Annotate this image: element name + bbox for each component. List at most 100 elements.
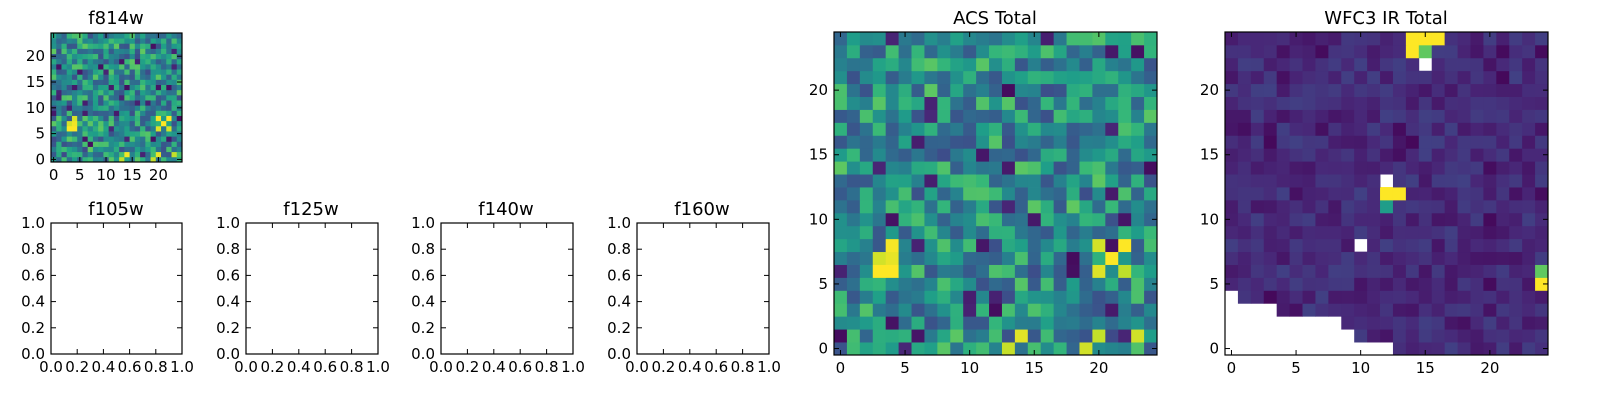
- heatmap-cell: [56, 94, 62, 101]
- heatmap-cell: [834, 212, 848, 227]
- heatmap-cell: [98, 89, 104, 96]
- heatmap-cell: [171, 120, 178, 127]
- heatmap-cell: [1079, 277, 1093, 291]
- heatmap-cell: [1380, 161, 1394, 175]
- heatmap-cell: [1066, 122, 1080, 136]
- heatmap-cell: [1444, 83, 1458, 97]
- heatmap-cell: [1066, 342, 1080, 356]
- heatmap-cell: [1263, 32, 1278, 46]
- heatmap-cell: [1131, 148, 1145, 162]
- heatmap-cell: [61, 33, 68, 39]
- heatmap-cell: [176, 110, 183, 116]
- heatmap-cell: [113, 100, 120, 106]
- heatmap-cell: [1392, 44, 1407, 59]
- heatmap-cell: [911, 70, 925, 85]
- heatmap-cell: [1444, 174, 1458, 188]
- heatmap-cell: [1118, 251, 1132, 265]
- heatmap-cell: [1457, 329, 1471, 343]
- heatmap-cell: [1405, 264, 1420, 278]
- heatmap-cell: [1144, 135, 1158, 149]
- heatmap-cell: [1315, 212, 1329, 227]
- heatmap-cell: [1263, 264, 1278, 278]
- heatmap-cell: [1302, 44, 1316, 59]
- heatmap-cell: [846, 174, 861, 188]
- heatmap-cell: [1496, 135, 1510, 149]
- heatmap-cell: [134, 84, 141, 91]
- heatmap-cell: [71, 120, 78, 127]
- heatmap-cell: [113, 156, 120, 163]
- heatmap-cell: [1522, 316, 1536, 330]
- heatmap-cell: [77, 84, 83, 91]
- heatmap-cell: [1483, 135, 1497, 149]
- heatmap-cell: [1131, 212, 1145, 227]
- heatmap-cell: [1328, 122, 1342, 136]
- heatmap-cell: [61, 120, 68, 127]
- heatmap-cell: [1001, 238, 1016, 253]
- heatmap-cell: [61, 110, 68, 116]
- y-tick-label: 10: [809, 210, 828, 228]
- heatmap-cell: [989, 316, 1003, 330]
- heatmap-cell: [1457, 316, 1471, 330]
- heatmap-cell: [1014, 199, 1029, 214]
- heatmap-cell: [846, 225, 861, 240]
- heatmap-cell: [161, 84, 167, 91]
- heatmap-cell: [1535, 251, 1549, 265]
- heatmap-cell: [1509, 32, 1523, 46]
- x-tick-label: 1.0: [366, 358, 390, 376]
- heatmap-cell: [963, 32, 977, 46]
- heatmap-cell: [1027, 57, 1042, 72]
- heatmap-cell: [1444, 199, 1458, 214]
- heatmap-cell: [1522, 251, 1536, 265]
- heatmap-cell: [859, 199, 874, 214]
- heatmap-cell: [989, 238, 1003, 253]
- heatmap-cell: [1483, 57, 1497, 72]
- heatmap-cell: [1522, 212, 1536, 227]
- heatmap-cell: [161, 53, 167, 60]
- heatmap-cell: [924, 212, 938, 227]
- heatmap-cell: [1144, 57, 1158, 72]
- heatmap-cell: [1354, 212, 1368, 227]
- heatmap-cell: [166, 33, 172, 39]
- heatmap-cell: [1276, 135, 1290, 149]
- heatmap-cell: [1079, 212, 1093, 227]
- heatmap-cell: [898, 109, 912, 123]
- heatmap-cell: [885, 109, 899, 123]
- heatmap-cell: [1457, 122, 1471, 136]
- heatmap-cell: [155, 69, 162, 75]
- y-tick-label: 20: [1200, 81, 1219, 99]
- heatmap-cell: [1328, 161, 1342, 175]
- heatmap-cell: [56, 74, 62, 80]
- heatmap-cell: [911, 251, 925, 265]
- heatmap-cell: [846, 32, 861, 46]
- heatmap-cell: [1225, 57, 1239, 72]
- heatmap-cell: [1457, 70, 1471, 85]
- heatmap-cell: [1315, 96, 1329, 110]
- heatmap-cell: [924, 303, 938, 317]
- heatmap-cell: [61, 53, 68, 60]
- heatmap-cell: [92, 89, 99, 96]
- heatmap-cell: [950, 96, 964, 110]
- heatmap-cell: [1118, 277, 1132, 291]
- heatmap-cell: [1079, 57, 1093, 72]
- heatmap-cell: [1027, 44, 1042, 59]
- heatmap-cell: [134, 63, 141, 70]
- heatmap-cell: [140, 131, 146, 137]
- heatmap-cell: [56, 120, 62, 127]
- heatmap-cell: [108, 115, 115, 122]
- heatmap-cell: [950, 238, 964, 253]
- heatmap-cell: [1496, 225, 1510, 240]
- heatmap-cell: [51, 69, 57, 75]
- heatmap-cell: [1144, 161, 1158, 175]
- heatmap-cell: [989, 329, 1003, 343]
- x-tick-label: 0: [49, 166, 59, 184]
- heatmap-cell: [1367, 316, 1381, 330]
- heatmap-cell: [1367, 32, 1381, 46]
- heatmap-cell: [166, 151, 172, 158]
- heatmap-cell: [885, 303, 899, 317]
- heatmap-cell: [1367, 264, 1381, 278]
- heatmap-cell: [963, 290, 977, 304]
- heatmap-cell: [1418, 316, 1433, 330]
- heatmap-cell: [1444, 44, 1458, 59]
- heatmap-cell: [166, 74, 172, 80]
- heatmap-cell: [1431, 32, 1446, 46]
